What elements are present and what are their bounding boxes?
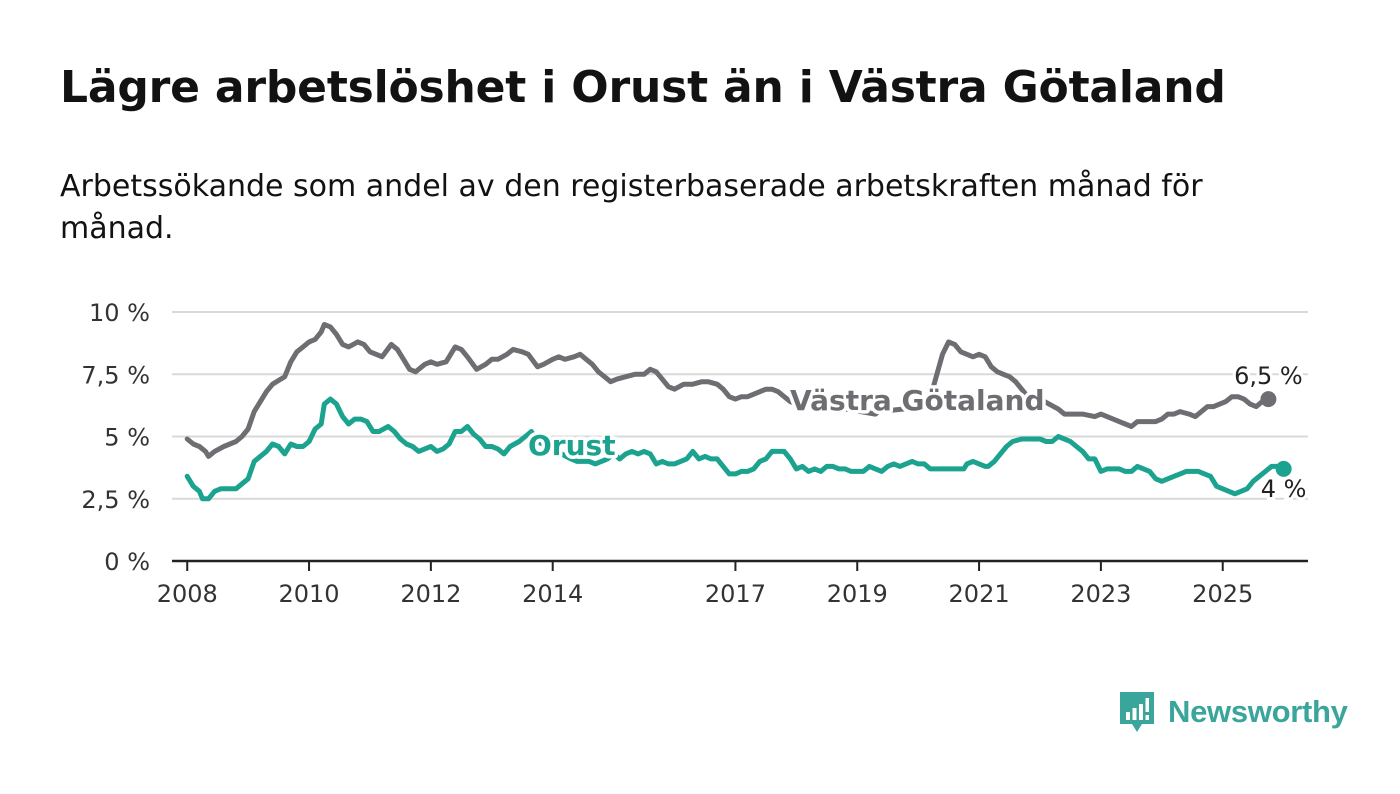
x-tick-label: 2012 <box>400 580 461 608</box>
newsworthy-brand[interactable]: Newsworthy <box>1118 690 1348 734</box>
series-name-label: Västra Götaland <box>790 384 1045 417</box>
y-tick-label: 2,5 % <box>81 486 150 514</box>
chart-title: Lägre arbetslöshet i Orust än i Västra G… <box>60 62 1226 113</box>
series-end-value-label: 6,5 % <box>1234 362 1303 390</box>
y-tick-label: 5 % <box>104 424 150 452</box>
x-tick-label: 2010 <box>279 580 340 608</box>
y-tick-label: 10 % <box>89 299 150 327</box>
x-tick-label: 2014 <box>522 580 583 608</box>
chart-subtitle: Arbetssökande som andel av den registerb… <box>60 169 1203 246</box>
x-tick-label: 2021 <box>949 580 1010 608</box>
series-line-vastra-gotaland <box>184 322 1271 459</box>
series-endpoint-dot <box>1275 460 1292 477</box>
x-tick-label: 2019 <box>827 580 888 608</box>
x-tick-label: 2023 <box>1070 580 1131 608</box>
series-endpoint-dot <box>1260 391 1277 408</box>
series-end-value-label: 4 % <box>1261 475 1307 503</box>
series-line-orust <box>184 396 1287 502</box>
x-tick-label: 2017 <box>705 580 766 608</box>
y-tick-label: 7,5 % <box>81 361 150 389</box>
newsworthy-logo-icon <box>1120 692 1154 732</box>
x-tick-label: 2025 <box>1192 580 1253 608</box>
y-tick-label: 0 % <box>104 548 150 576</box>
series-name-label: Orust <box>528 429 616 462</box>
x-tick-label: 2008 <box>157 580 218 608</box>
newsworthy-logo-text: Newsworthy <box>1168 694 1348 729</box>
